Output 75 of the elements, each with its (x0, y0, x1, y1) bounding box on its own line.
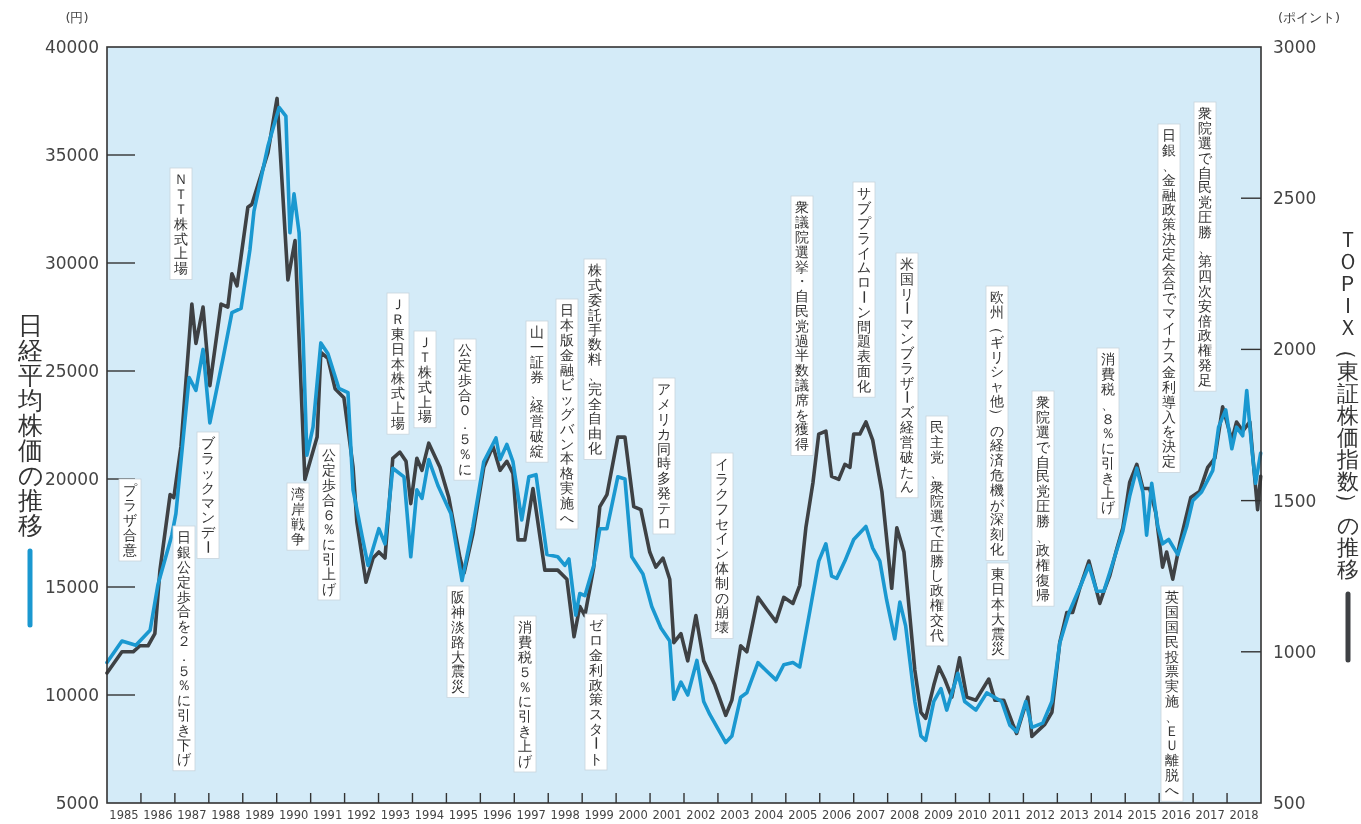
x-tick-label: 2017 (1195, 808, 1225, 822)
text: 日経平均株価の推移 (17, 311, 44, 540)
text: 消費税５％に引き上げ (518, 619, 532, 769)
y-tick-label: 20000 (44, 469, 99, 489)
x-tick-label: 1990 (279, 808, 309, 822)
x-tick-label: 1985 (109, 808, 139, 822)
text: 民主党、衆院選で圧勝し政権交代 (930, 419, 944, 643)
y2-tick-label: 1500 (1273, 490, 1317, 511)
x-tick-label: 2015 (1127, 808, 1157, 822)
annotation: ＮＴＴ株式上場 (173, 171, 188, 277)
y-tick-label: 25000 (44, 361, 99, 381)
x-tick-label: 1995 (448, 808, 479, 822)
text: 日銀、金融政策決定会合でマイナス金利導入を決定 (1162, 127, 1176, 469)
x-tick-label: 1991 (312, 808, 343, 822)
x-tick-label: 1998 (550, 808, 580, 822)
x-tick-label: 2005 (788, 808, 818, 822)
text: 消費税、８％に引き上げ (1101, 351, 1115, 516)
y-tick-label: 35000 (44, 145, 99, 165)
x-tick-label: 2002 (686, 808, 716, 822)
x-tick-label: 2016 (1161, 808, 1191, 822)
y2-tick-label: 2500 (1273, 188, 1317, 209)
x-tick-label: 1997 (516, 808, 546, 822)
text: ＴＯＰＩＸ（東証株価指数）の推移 (1334, 227, 1360, 583)
x-tick-label: 1996 (482, 808, 512, 822)
x-tick-label: 2010 (957, 808, 988, 822)
x-tick-label: 1989 (245, 808, 275, 822)
y2-tick-label: 500 (1273, 793, 1306, 813)
x-tick-label: 1992 (346, 808, 377, 822)
y2-tick-label: 2000 (1273, 339, 1317, 360)
y2-tick-label: 3000 (1273, 37, 1317, 57)
x-tick-label: 1988 (211, 808, 241, 822)
x-tick-label: 2018 (1229, 808, 1259, 822)
text: 公定歩合０．５％に (458, 342, 472, 477)
annotation: 阪神淡路大震災 (451, 589, 465, 695)
y-tick-label: 40000 (44, 37, 99, 57)
x-tick-label: 2000 (618, 808, 648, 822)
x-tick-label: 1993 (380, 808, 411, 822)
text: 衆院選で自民党圧勝、第四次安倍政権発足 (1198, 105, 1212, 388)
x-tick-label: 1986 (143, 808, 173, 822)
x-tick-label: 2014 (1093, 808, 1123, 822)
text: 株式委託手数料、完全自由化 (588, 262, 602, 456)
x-tick-label: 1999 (584, 808, 614, 822)
text: (ポイント) (1277, 10, 1341, 25)
text: 衆院選で自民党圧勝、政権復帰 (1036, 394, 1050, 603)
y2-tick-label: 1000 (1273, 641, 1317, 662)
text: (円) (65, 10, 89, 25)
x-tick-label: 2013 (1059, 808, 1089, 822)
text: 衆議院選挙・自民党過半数議席を獲得 (795, 199, 809, 453)
annotation: 東日本大震災 (991, 566, 1005, 657)
text: 日本版金融ビッグバン本格実施へ (560, 302, 574, 526)
x-tick-label: 2006 (822, 808, 852, 822)
x-tick-label: 2008 (889, 808, 920, 822)
text: 山一証券、経営破綻 (530, 324, 544, 459)
x-tick-label: 2009 (923, 808, 954, 822)
x-tick-label: 1987 (177, 808, 207, 822)
text: アメリカ同時多発テロ (657, 381, 671, 531)
y-tick-label: 5000 (55, 793, 99, 813)
y-tick-label: 10000 (44, 685, 99, 705)
x-tick-label: 2011 (991, 808, 1022, 822)
text: ＪＲ東日本株式上場 (391, 296, 405, 431)
text: 公定歩合６％に引上げ (322, 447, 336, 597)
text: 英国国民投票実施、ＥＵ離脱へ (1165, 589, 1179, 798)
annotation: ＪＴ株式上場 (417, 334, 432, 425)
x-tick-label: 2001 (652, 808, 682, 822)
y-tick-label: 15000 (44, 577, 99, 597)
annotation: 湾岸戦争 (291, 486, 305, 547)
annotation: ブラックマンデー (199, 435, 216, 554)
x-tick-label: 2007 (856, 808, 886, 822)
text: 日銀公定歩合を２．５％に引き下げ (177, 529, 191, 768)
x-tick-label: 2012 (1025, 808, 1056, 822)
x-tick-label: 1994 (414, 808, 445, 822)
y-tick-label: 30000 (44, 253, 99, 273)
x-tick-label: 2003 (720, 808, 750, 822)
text: イラクフセイン体制の崩壊 (715, 456, 729, 636)
x-tick-label: 2004 (754, 808, 784, 822)
